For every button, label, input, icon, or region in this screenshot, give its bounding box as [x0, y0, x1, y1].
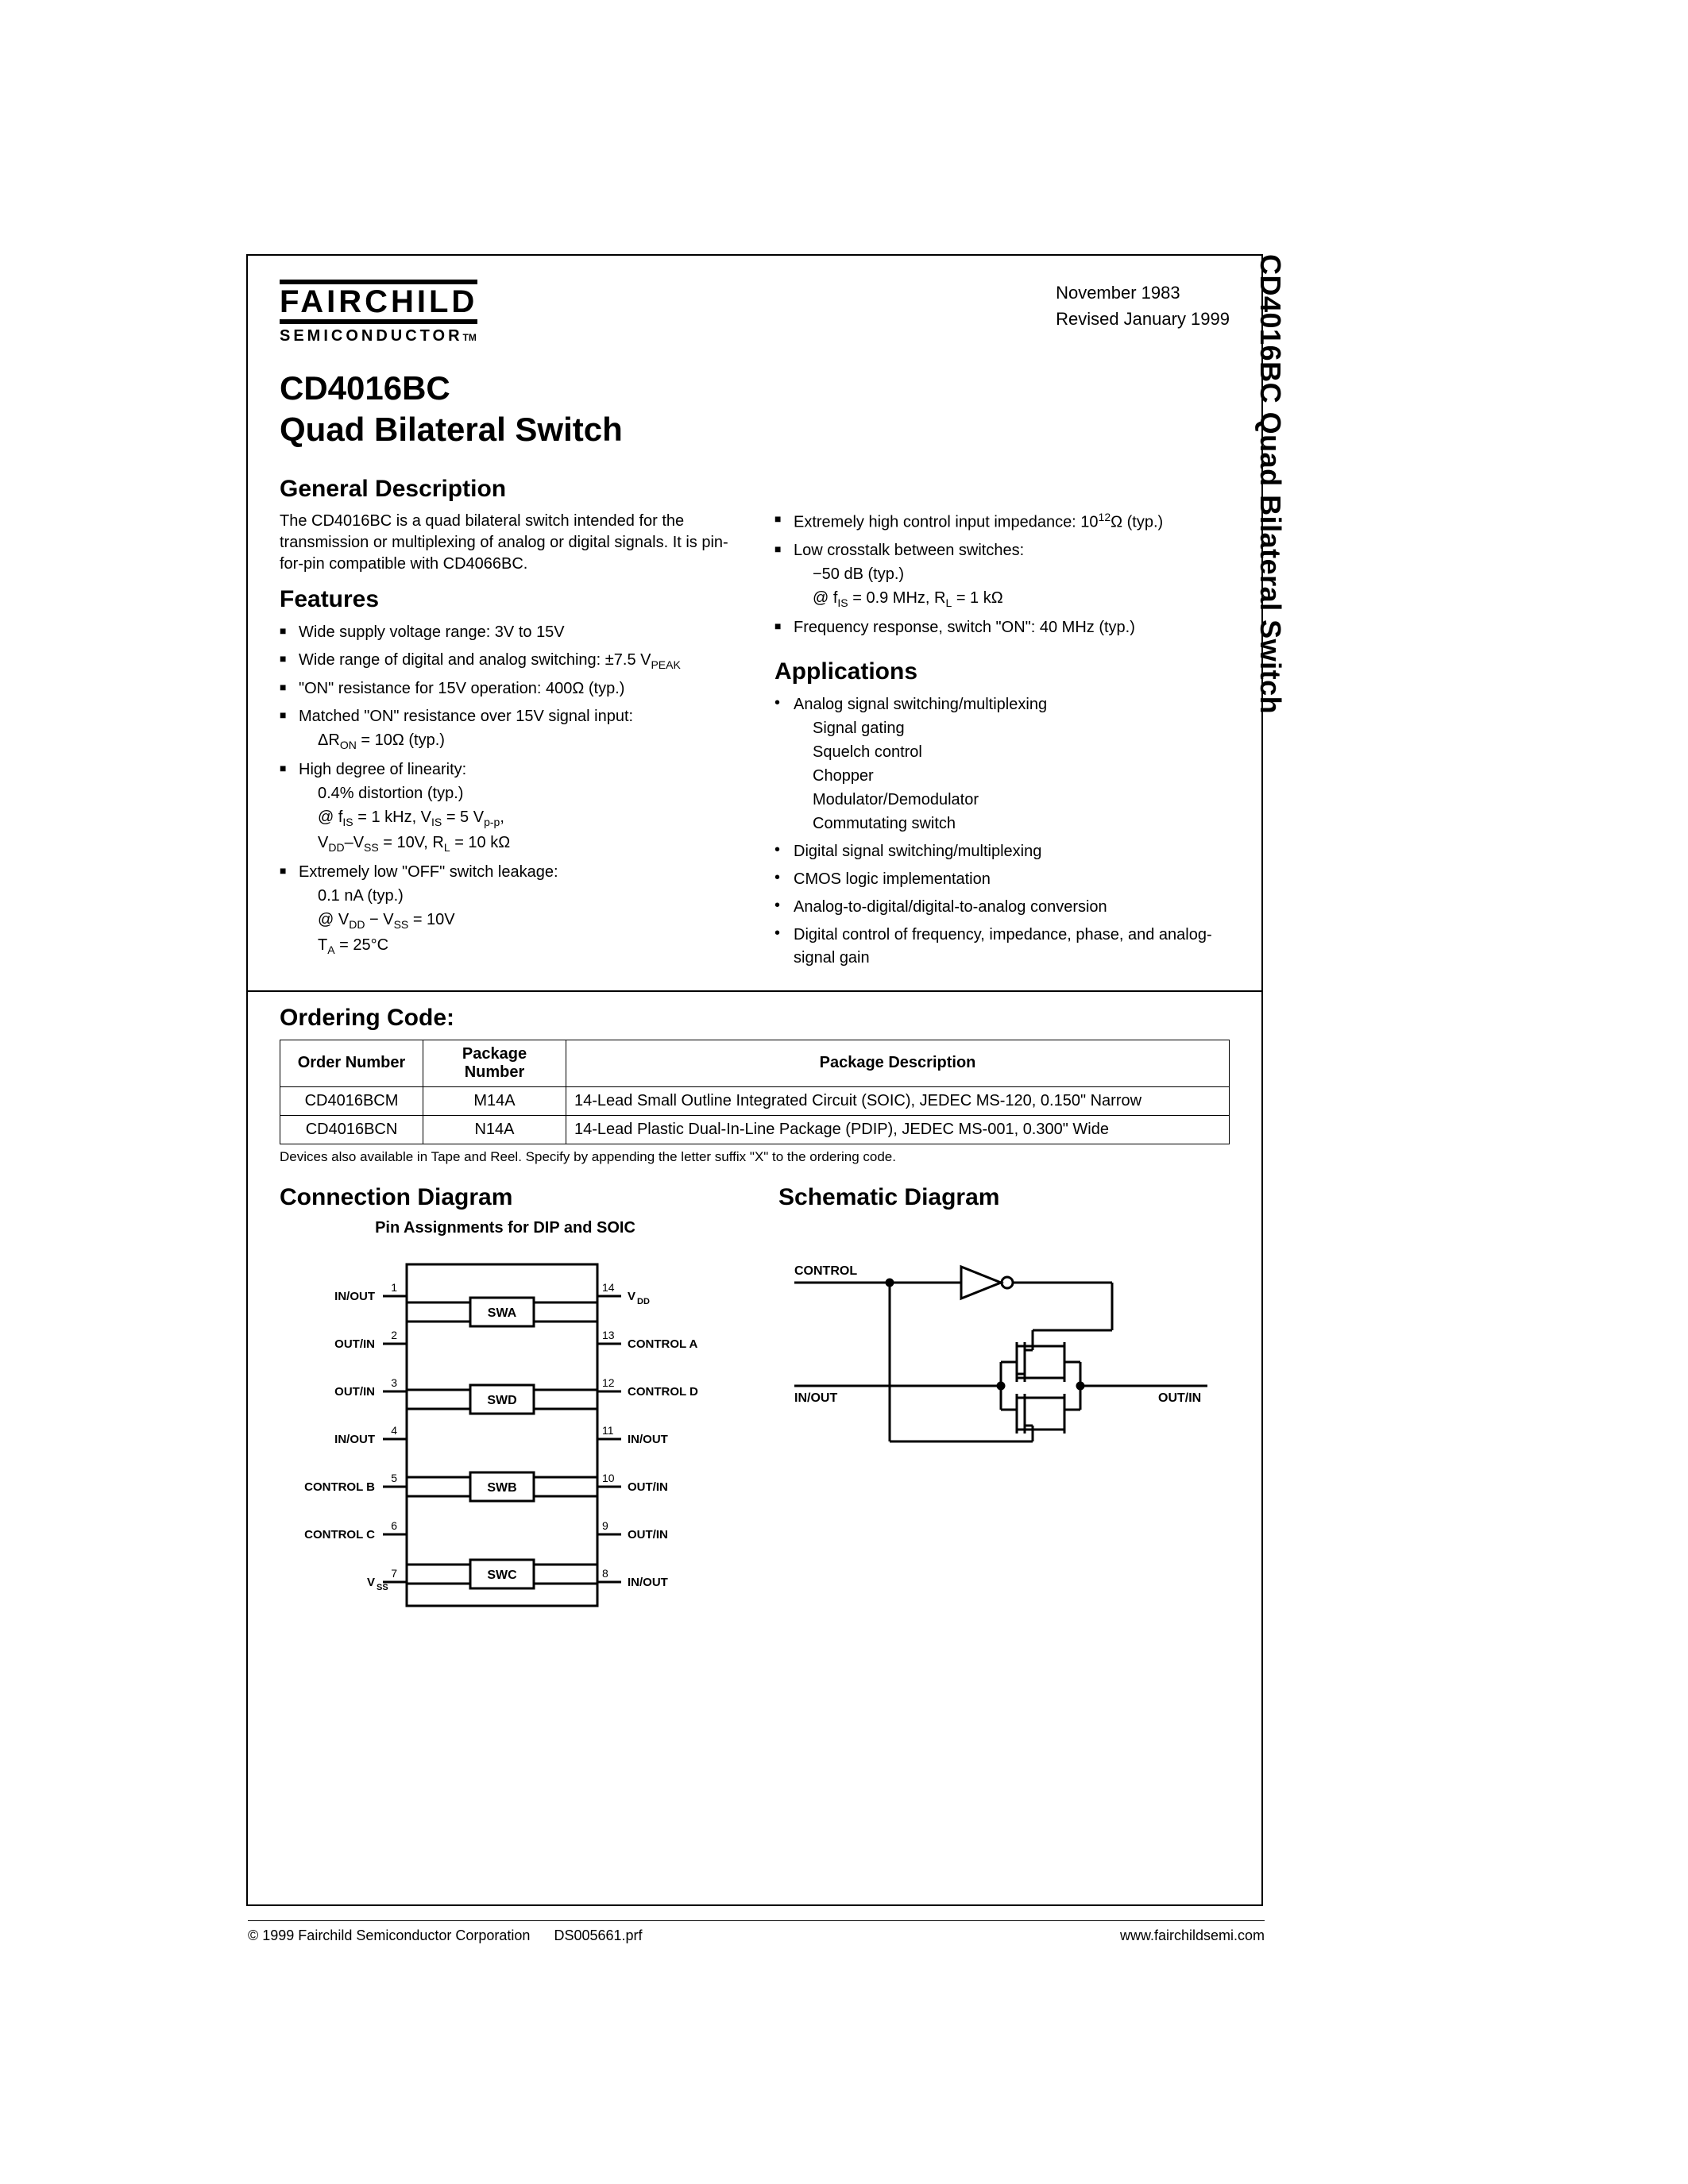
- ordering-note: Devices also available in Tape and Reel.…: [280, 1149, 1230, 1165]
- svg-text:DD: DD: [637, 1297, 650, 1306]
- feature-item: Frequency response, switch "ON": 40 MHz …: [774, 616, 1230, 639]
- table-cell: 14-Lead Plastic Dual-In-Line Package (PD…: [566, 1115, 1230, 1144]
- general-description-text: The CD4016BC is a quad bilateral switch …: [280, 511, 735, 575]
- svg-text:SWC: SWC: [487, 1569, 517, 1582]
- section-ordering-code: Ordering Code:: [280, 1005, 1230, 1032]
- feature-item: Extremely high control input impedance: …: [774, 509, 1230, 534]
- svg-text:CONTROL D: CONTROL D: [628, 1385, 698, 1399]
- svg-text:CONTROL: CONTROL: [794, 1264, 857, 1278]
- section-applications: Applications: [774, 658, 1230, 685]
- feature-item: Extremely low "OFF" switch leakage:0.1 n…: [280, 861, 735, 959]
- features-list-left: Wide supply voltage range: 3V to 15V Wide…: [280, 621, 735, 959]
- svg-text:3: 3: [391, 1376, 397, 1389]
- section-features: Features: [280, 586, 735, 613]
- feature-item: Matched "ON" resistance over 15V signal …: [280, 705, 735, 754]
- svg-text:IN/OUT: IN/OUT: [628, 1576, 668, 1589]
- application-item: Digital signal switching/multiplexing: [774, 840, 1230, 863]
- svg-text:CONTROL C: CONTROL C: [304, 1528, 375, 1542]
- section-schematic-diagram: Schematic Diagram: [778, 1184, 1230, 1211]
- applications-list: Analog signal switching/multiplexingSign…: [774, 693, 1230, 970]
- table-cell: N14A: [423, 1115, 566, 1144]
- page-footer: © 1999 Fairchild Semiconductor Corporati…: [248, 1920, 1265, 1944]
- feature-item: "ON" resistance for 15V operation: 400Ω …: [280, 677, 735, 700]
- svg-text:12: 12: [602, 1376, 615, 1389]
- svg-text:OUT/IN: OUT/IN: [628, 1480, 668, 1494]
- application-item: CMOS logic implementation: [774, 868, 1230, 891]
- table-cell: CD4016BCN: [280, 1115, 423, 1144]
- section-general-description: General Description: [280, 476, 735, 503]
- section-connection-diagram: Connection Diagram: [280, 1184, 731, 1211]
- svg-text:SS: SS: [377, 1583, 388, 1592]
- svg-text:8: 8: [602, 1567, 608, 1580]
- svg-text:SWB: SWB: [487, 1481, 516, 1495]
- table-cell: M14A: [423, 1086, 566, 1115]
- table-cell: 14-Lead Small Outline Integrated Circuit…: [566, 1086, 1230, 1115]
- application-item: Analog signal switching/multiplexingSign…: [774, 693, 1230, 835]
- svg-text:7: 7: [391, 1567, 397, 1580]
- svg-text:OUT/IN: OUT/IN: [628, 1528, 668, 1542]
- svg-text:IN/OUT: IN/OUT: [334, 1433, 375, 1446]
- svg-text:9: 9: [602, 1519, 608, 1532]
- ordering-table: Order Number Package Number Package Desc…: [280, 1040, 1230, 1144]
- svg-text:SWA: SWA: [488, 1306, 517, 1320]
- section-divider: [248, 990, 1261, 992]
- part-name: Quad Bilateral Switch: [280, 411, 1230, 449]
- feature-item: Low crosstalk between switches:−50 dB (t…: [774, 539, 1230, 612]
- svg-text:14: 14: [602, 1281, 615, 1294]
- brand-logo: FAIRCHILD SEMICONDUCTORTM: [280, 280, 477, 345]
- svg-text:11: 11: [602, 1424, 614, 1437]
- datasheet-frame: FAIRCHILD SEMICONDUCTORTM November 1983 …: [246, 254, 1263, 1906]
- application-item: Digital control of frequency, impedance,…: [774, 924, 1230, 970]
- part-number: CD4016BC: [280, 369, 1230, 407]
- table-header: Package Number: [423, 1040, 566, 1086]
- svg-text:5: 5: [391, 1472, 397, 1484]
- svg-text:CONTROL B: CONTROL B: [304, 1480, 375, 1494]
- feature-item: High degree of linearity:0.4% distortion…: [280, 758, 735, 856]
- connection-diagram-svg: 1 IN/OUT 2 OUT/IN 3 OUT/IN 4 IN/OUT 5 CONTROL B 6 C…: [280, 1248, 724, 1622]
- svg-text:IN/OUT: IN/OUT: [628, 1433, 668, 1446]
- table-cell: CD4016BCM: [280, 1086, 423, 1115]
- feature-item: Wide supply voltage range: 3V to 15V: [280, 621, 735, 644]
- table-row: CD4016BCMM14A14-Lead Small Outline Integ…: [280, 1086, 1230, 1115]
- svg-text:OUT/IN: OUT/IN: [334, 1385, 375, 1399]
- brand-subtitle: SEMICONDUCTORTM: [280, 327, 477, 345]
- feature-item: Wide range of digital and analog switchi…: [280, 649, 735, 673]
- brand-name: FAIRCHILD: [280, 280, 477, 324]
- svg-text:SWD: SWD: [487, 1394, 516, 1407]
- svg-text:IN/OUT: IN/OUT: [334, 1290, 375, 1303]
- svg-text:2: 2: [391, 1329, 397, 1341]
- svg-text:V: V: [628, 1290, 635, 1303]
- svg-text:10: 10: [602, 1472, 615, 1484]
- table-header: Package Description: [566, 1040, 1230, 1086]
- svg-text:IN/OUT: IN/OUT: [794, 1391, 837, 1405]
- svg-text:6: 6: [391, 1519, 397, 1532]
- svg-text:OUT/IN: OUT/IN: [334, 1337, 375, 1351]
- table-row: CD4016BCNN14A14-Lead Plastic Dual-In-Lin…: [280, 1115, 1230, 1144]
- schematic-diagram-svg: CONTROL IN/OUT OUT/IN: [778, 1251, 1223, 1505]
- svg-text:V: V: [367, 1576, 375, 1589]
- svg-text:4: 4: [391, 1424, 397, 1437]
- svg-text:1: 1: [391, 1281, 397, 1294]
- features-list-right: Extremely high control input impedance: …: [774, 509, 1230, 639]
- revision-dates: November 1983 Revised January 1999: [1056, 280, 1230, 332]
- svg-text:13: 13: [602, 1329, 615, 1341]
- connection-caption: Pin Assignments for DIP and SOIC: [280, 1219, 731, 1237]
- table-header: Order Number: [280, 1040, 423, 1086]
- svg-text:OUT/IN: OUT/IN: [1158, 1391, 1201, 1405]
- application-item: Analog-to-digital/digital-to-analog conv…: [774, 896, 1230, 919]
- svg-text:CONTROL A: CONTROL A: [628, 1337, 697, 1351]
